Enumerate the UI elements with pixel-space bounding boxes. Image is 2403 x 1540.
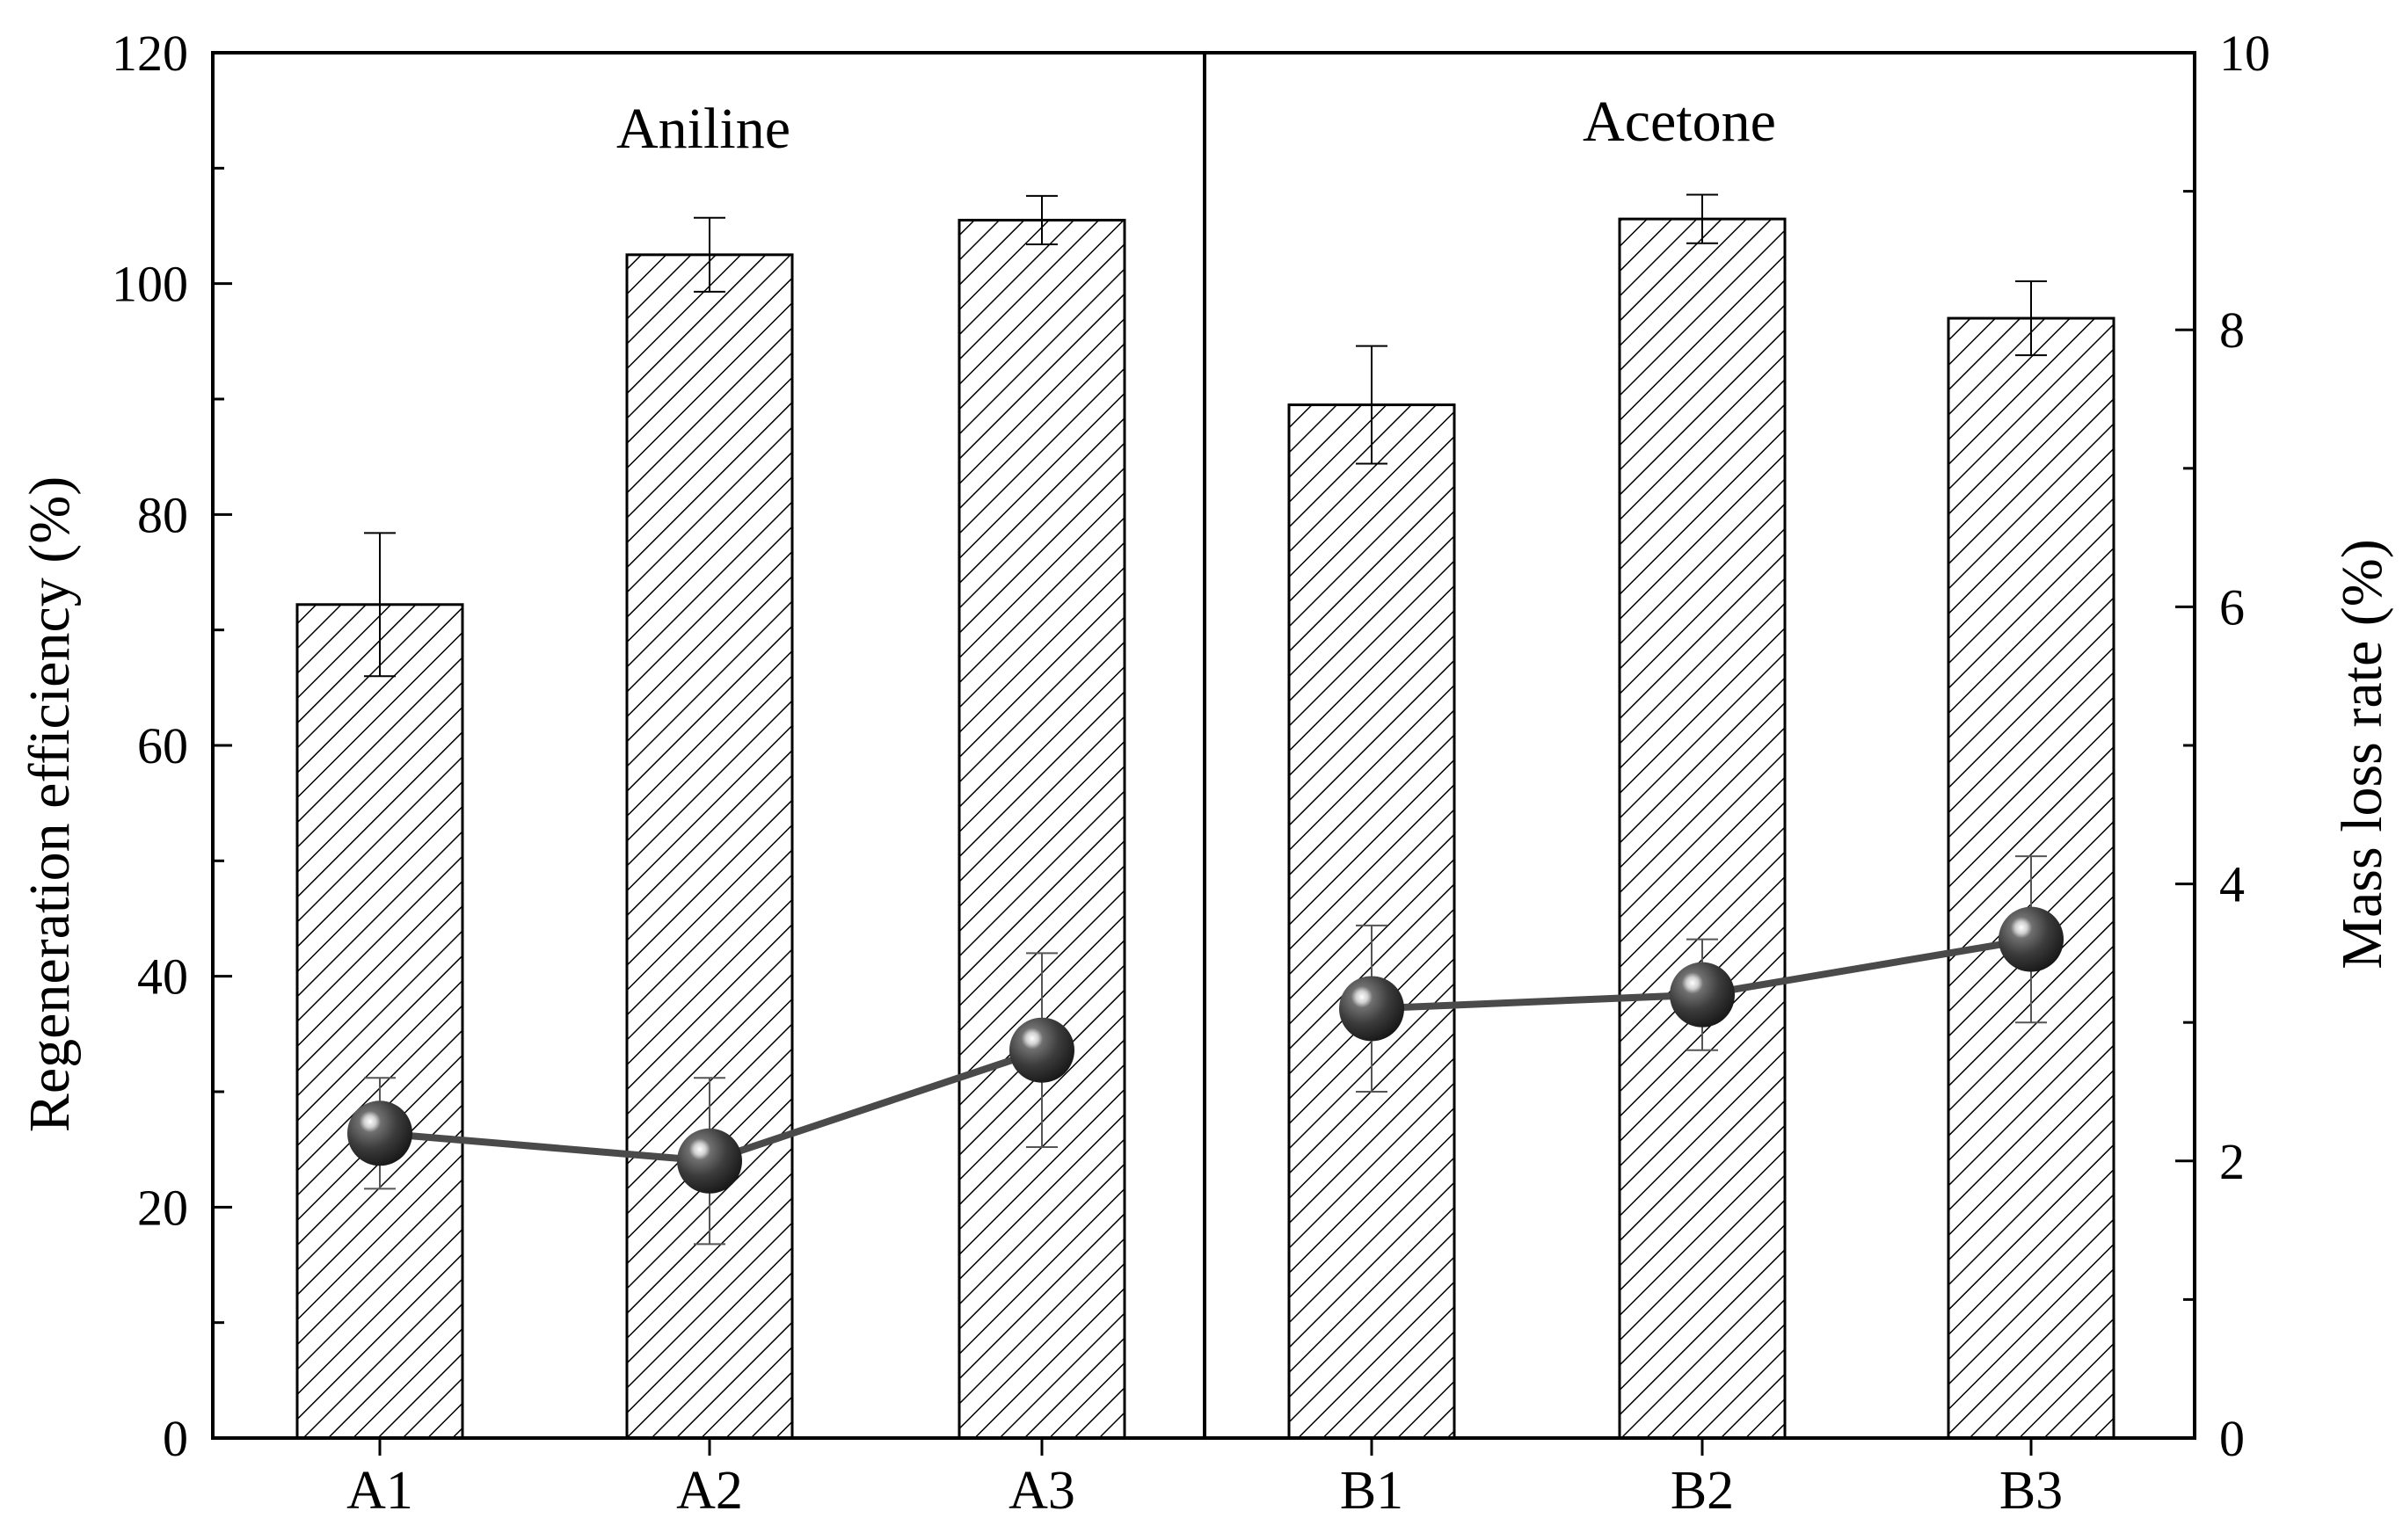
axis-labels: 0 20 40 60 80 100 120 0 2 4 6 8 10 A1 A2 A3 B1 B2 B3 [112, 25, 2270, 1521]
left-tick-label-60: 60 [137, 717, 188, 774]
bar-A1 [295, 603, 464, 1440]
left-tick-label-0: 0 [163, 1410, 188, 1467]
left-tick-label-20: 20 [137, 1179, 188, 1236]
left-tick-label-120: 120 [112, 25, 188, 82]
right-tick-label-8: 8 [2219, 301, 2245, 359]
right-tick-label-10: 10 [2219, 25, 2270, 82]
point-marker-A3 [1009, 1017, 1074, 1083]
y-axis-title-left: Regeneration efficiency (%) [18, 476, 82, 1132]
right-tick-label-0: 0 [2219, 1410, 2245, 1467]
left-tick-label-80: 80 [137, 486, 188, 543]
panel-label-acetone: Acetone [1583, 90, 1776, 154]
point-marker-B1 [1339, 976, 1404, 1042]
bar-A3 [958, 218, 1126, 1440]
point-marker-A1 [347, 1101, 412, 1166]
y-axis-title-right: Mass loss rate (%) [2330, 539, 2394, 969]
bar-error-layer [364, 193, 2047, 678]
bars-layer [295, 217, 2115, 1440]
x-label-A3: A3 [1009, 1461, 1075, 1521]
point-marker-B3 [1999, 906, 2064, 972]
right-tick-label-4: 4 [2219, 856, 2245, 913]
x-label-A1: A1 [346, 1461, 413, 1521]
bar-B1 [1287, 403, 1456, 1440]
plot-frame [211, 51, 2196, 1440]
panel-label-aniline: Aniline [616, 97, 790, 161]
mass-loss-line-layer [347, 855, 2064, 1246]
left-tick-label-100: 100 [112, 256, 188, 313]
right-tick-label-2: 2 [2219, 1133, 2245, 1190]
left-tick-label-40: 40 [137, 948, 188, 1006]
x-label-B2: B2 [1671, 1461, 1734, 1521]
x-label-A2: A2 [676, 1461, 743, 1521]
x-label-B3: B3 [1999, 1461, 2063, 1521]
bar-B2 [1618, 217, 1787, 1440]
x-label-B1: B1 [1340, 1461, 1403, 1521]
point-marker-B2 [1670, 962, 1735, 1028]
bar-A2 [625, 253, 794, 1440]
right-tick-label-6: 6 [2219, 578, 2245, 636]
axis-ticks [213, 51, 2195, 1456]
point-marker-A2 [677, 1128, 742, 1194]
